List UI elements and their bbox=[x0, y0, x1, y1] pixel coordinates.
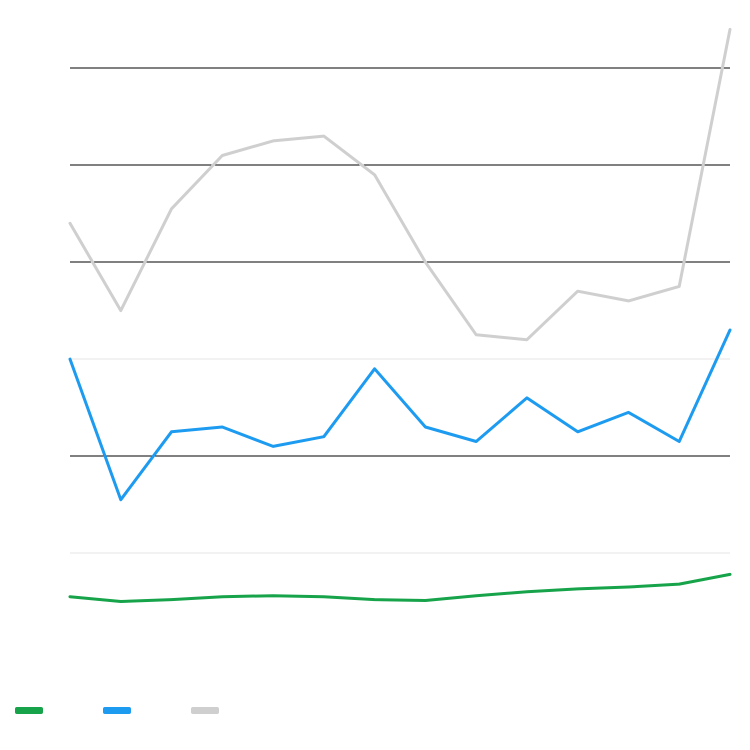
series-series-c bbox=[70, 29, 730, 339]
legend bbox=[15, 707, 219, 714]
legend-swatch bbox=[103, 707, 131, 714]
chart-svg bbox=[0, 0, 750, 750]
line-chart bbox=[0, 0, 750, 750]
series-series-a bbox=[70, 574, 730, 601]
legend-swatch bbox=[191, 707, 219, 714]
series-series-b bbox=[70, 330, 730, 500]
legend-swatch bbox=[15, 707, 43, 714]
